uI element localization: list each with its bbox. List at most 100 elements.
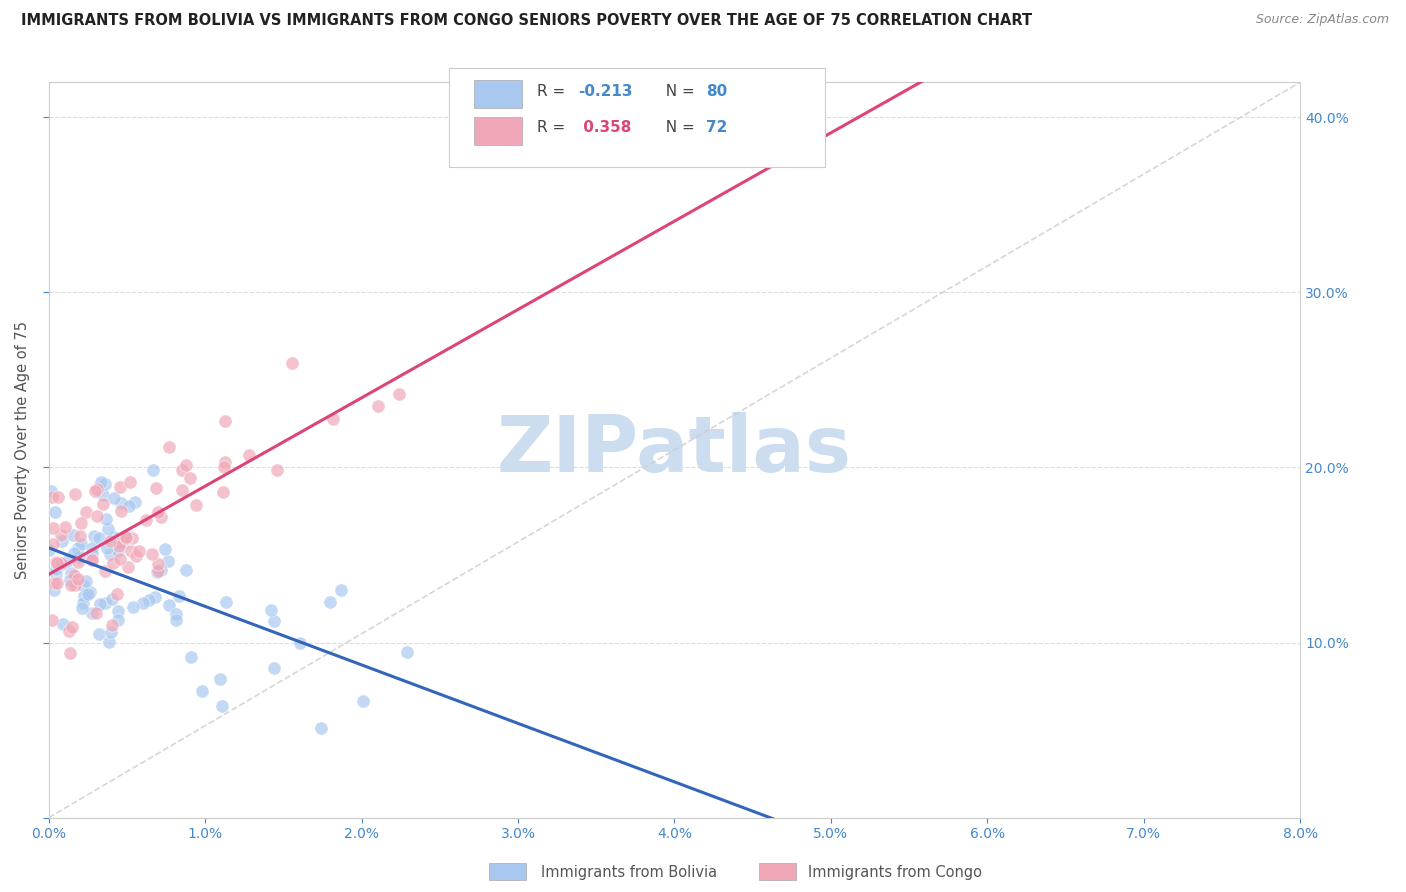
Point [174,563,197,577]
Point [39,483,62,498]
Point [388,387,411,401]
Point [263,661,285,675]
Point [170,483,193,497]
Point [72,601,94,615]
Point [266,463,288,477]
Point [49,556,72,570]
Point [69,529,91,543]
Text: 80: 80 [706,84,727,99]
Point [190,684,212,698]
Point [46,576,69,591]
Point [115,531,138,545]
Point [263,614,285,628]
Point [80,553,103,567]
Point [56,553,79,567]
Point [42,521,65,535]
Point [86,508,108,523]
Point [97,635,120,649]
Point [128,544,150,558]
FancyBboxPatch shape [474,117,522,145]
Point [288,636,311,650]
Point [103,491,125,505]
Point [84,606,107,620]
Point [146,565,169,579]
Point [80,552,103,566]
Text: N =: N = [655,120,699,136]
Point [117,560,139,574]
Point [91,488,114,502]
Text: Source: ZipAtlas.com: Source: ZipAtlas.com [1256,13,1389,27]
Point [63,546,86,560]
Point [103,556,125,570]
Text: Immigrants from Bolivia: Immigrants from Bolivia [541,865,717,880]
Point [91,497,114,511]
Point [117,499,139,513]
Point [101,591,124,606]
Text: Immigrants from Congo: Immigrants from Congo [808,865,983,880]
Point [322,412,344,426]
Point [98,533,121,548]
Point [51,528,73,542]
Point [108,480,131,494]
Point [44,505,66,519]
Text: IMMIGRANTS FROM BOLIVIA VS IMMIGRANTS FROM CONGO SENIORS POVERTY OVER THE AGE OF: IMMIGRANTS FROM BOLIVIA VS IMMIGRANTS FR… [21,13,1032,29]
Point [148,558,170,572]
Point [42,536,65,550]
Point [167,589,190,603]
Point [165,613,187,627]
Point [103,530,125,544]
Point [212,485,235,500]
Text: R =: R = [537,120,569,136]
Point [41,613,63,627]
Point [83,484,105,499]
Point [145,481,167,495]
Point [211,698,233,713]
Point [86,482,108,496]
Point [75,505,97,519]
Point [67,549,90,564]
Point [156,554,179,568]
Point [110,504,132,518]
Point [96,511,118,525]
Point [105,587,128,601]
Point [45,566,67,581]
Point [70,516,93,530]
Point [90,475,112,489]
Point [60,620,83,634]
Point [107,544,129,558]
Point [125,549,148,563]
Text: -0.213: -0.213 [578,84,633,99]
Point [179,471,201,485]
Point [94,564,117,578]
Point [83,528,105,542]
Point [319,595,342,609]
Point [45,562,67,576]
Point [108,539,131,553]
Point [309,721,332,735]
Point [238,448,260,462]
Point [82,606,104,620]
Point [45,556,67,570]
Point [214,460,236,475]
Point [58,624,80,638]
Point [98,548,121,562]
Point [42,582,65,597]
Point [329,582,352,597]
Point [395,645,418,659]
Point [66,572,89,586]
Point [38,542,60,557]
Point [53,520,76,534]
Point [153,542,176,557]
Point [42,576,65,591]
Point [89,597,111,611]
Point [172,463,194,477]
Point [97,522,120,536]
Point [107,613,129,627]
Point [184,498,207,512]
Point [122,600,145,615]
Point [51,534,73,549]
Point [59,573,82,587]
Point [281,356,304,370]
Point [41,490,63,504]
Point [79,584,101,599]
